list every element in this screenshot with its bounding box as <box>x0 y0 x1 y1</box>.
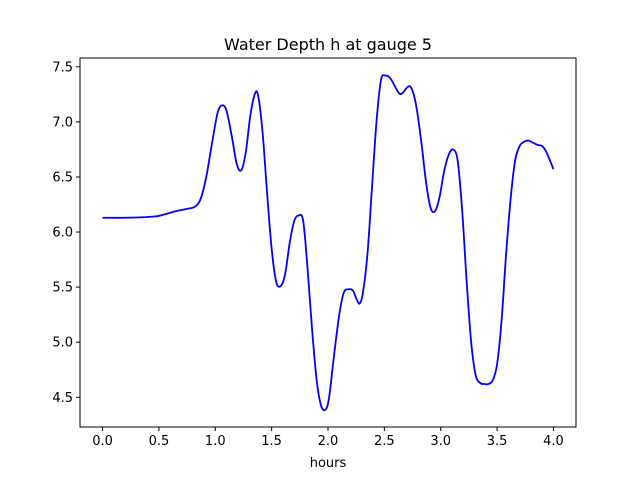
x-tick-label: 0.5 <box>149 434 170 449</box>
series-layer <box>102 74 555 412</box>
x-tick-label: 4.0 <box>543 434 564 449</box>
y-tick-label: 6.0 <box>52 226 73 241</box>
tick-layer: 0.0 0.5 1.0 1.5 2.0 2.5 3.0 3.5 4.0 4.5 5.0 5.5 6.0 6… <box>52 60 563 449</box>
x-tick-label: 0.0 <box>92 434 113 449</box>
y-tick-label: 5.0 <box>52 336 73 351</box>
plot-frame <box>79 57 577 428</box>
y-tick-label: 7.0 <box>52 115 73 130</box>
y-tick-label: 5.5 <box>52 281 73 296</box>
x-tick-label: 1.5 <box>261 434 282 449</box>
x-tick-label: 2.5 <box>374 434 395 449</box>
x-tick-label: 1.0 <box>205 434 226 449</box>
x-tick-label: 3.5 <box>487 434 508 449</box>
y-tick-label: 6.5 <box>52 170 73 185</box>
x-tick-label: 2.0 <box>318 434 339 449</box>
y-tick-label: 4.5 <box>52 391 73 406</box>
x-tick-label: 3.0 <box>430 434 451 449</box>
y-tick-label: 7.5 <box>52 60 73 75</box>
chart-title: Water Depth h at gauge 5 <box>224 35 432 54</box>
x-axis-label: hours <box>310 456 347 471</box>
data-series-line <box>102 74 555 412</box>
